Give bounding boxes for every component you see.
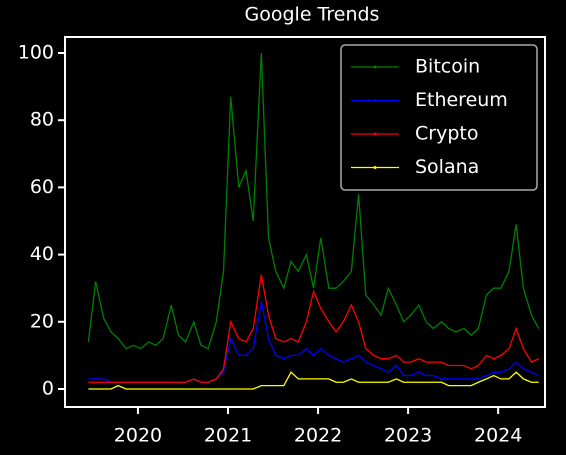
x-tick-label: 2024 (474, 425, 522, 447)
y-tick-label: 0 (42, 377, 54, 399)
series-line (88, 371, 539, 390)
legend-marker (373, 166, 377, 169)
y-tick-label: 40 (30, 243, 54, 265)
x-tick-label: 2021 (204, 425, 252, 447)
legend-marker (373, 65, 377, 69)
plot-frame (64, 36, 546, 408)
y-tick-label: 20 (30, 310, 54, 332)
legend-label: Solana (415, 156, 479, 178)
legend-label: Bitcoin (415, 56, 480, 78)
legend-label: Ethereum (415, 89, 508, 111)
y-tick-label: 60 (30, 176, 54, 198)
legend-marker (373, 132, 377, 136)
x-tick-label: 2023 (384, 425, 432, 447)
legend-marker (373, 99, 377, 102)
chart-title: Google Trends (245, 4, 380, 26)
y-tick-label: 80 (30, 109, 54, 131)
legend-label: Crypto (415, 123, 478, 145)
series-line (87, 52, 540, 350)
y-tick-label: 100 (18, 41, 54, 63)
x-tick-label: 2022 (294, 425, 342, 447)
legend-box (340, 44, 538, 191)
x-tick-label: 2020 (114, 425, 162, 447)
series-line (88, 274, 539, 383)
